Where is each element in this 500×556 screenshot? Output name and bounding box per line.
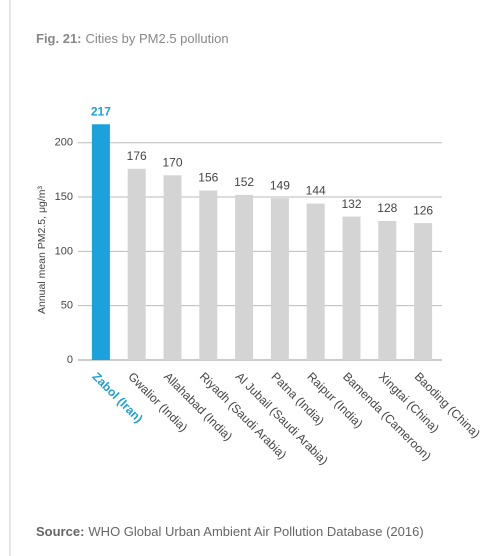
bar (342, 216, 361, 360)
y-tick-label: 0 (67, 354, 73, 366)
value-label: 144 (306, 184, 326, 198)
y-axis-label: Annual mean PM2.5, μg/m³ (36, 185, 48, 314)
value-label: 152 (234, 175, 254, 189)
bar (378, 220, 397, 360)
bar (127, 168, 146, 360)
bar (306, 203, 325, 360)
value-label: 149 (270, 178, 290, 192)
bar (235, 194, 254, 360)
y-tick-label: 100 (55, 245, 73, 257)
value-label: 176 (127, 149, 147, 163)
source: Source: WHO Global Urban Ambient Air Poll… (36, 524, 424, 539)
y-tick-label: 50 (61, 300, 73, 312)
bar (199, 190, 218, 360)
value-label: 156 (198, 171, 218, 185)
value-label: 217 (91, 104, 111, 118)
bar (270, 198, 289, 360)
bar (163, 175, 182, 360)
bar (91, 124, 110, 360)
chart-title: Fig. 21: Cities by PM2.5 pollution (36, 31, 229, 46)
value-label: 128 (377, 201, 397, 215)
y-tick-label: 200 (55, 137, 73, 149)
title-prefix: Fig. 21: (36, 31, 82, 46)
bar (414, 223, 433, 360)
value-label: 126 (413, 203, 433, 217)
value-label: 170 (162, 155, 182, 169)
y-tick-label: 150 (55, 191, 73, 203)
source-label: Source: (36, 524, 84, 539)
title-text: Cities by PM2.5 pollution (86, 31, 229, 46)
value-label: 132 (341, 197, 361, 211)
source-text: WHO Global Urban Ambient Air Pollution D… (88, 524, 423, 539)
